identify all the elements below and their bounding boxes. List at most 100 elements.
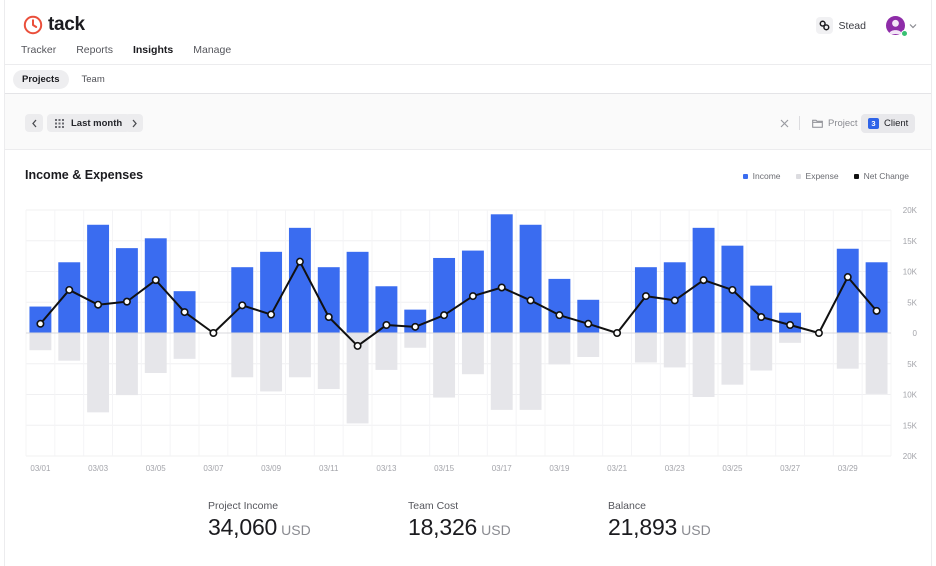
net-change-point [122,297,131,306]
income-bar [577,299,600,333]
main-nav: Tracker Reports Insights Manage [21,44,251,56]
date-range-picker[interactable]: Last month [47,114,131,132]
expense-bar [29,333,52,351]
net-change-point [36,319,45,328]
income-bar [750,285,773,333]
y-tick-label: 5K [907,298,917,307]
expense-bar [721,333,744,385]
app-logo[interactable]: tack [23,14,85,36]
expense-bar [375,333,398,370]
close-icon [780,119,788,127]
expense-bar [461,333,484,375]
net-change-point [440,311,449,320]
net-change-point [209,329,218,338]
link-icon [815,17,833,34]
expense-bar [663,333,686,368]
income-bar [87,224,110,333]
income-bar [490,214,513,333]
net-change-point [151,276,160,285]
group-by-client-button[interactable]: 3 Client [861,114,916,133]
income-bar [865,262,888,333]
x-tick-label: 03/17 [492,464,513,473]
next-period-button[interactable] [125,114,143,132]
date-range-label: Last month [71,117,123,129]
filter-divider [799,116,800,130]
expense-bar [433,333,456,398]
expense-bar [490,333,513,410]
total-project-income: Project Income 34,060 USD [208,500,311,541]
chevron-down-icon [909,23,917,28]
expense-bar [634,333,657,363]
x-tick-label: 03/05 [146,464,167,473]
x-tick-label: 03/11 [319,464,339,473]
y-tick-label: 20K [903,206,918,215]
net-change-point [613,329,622,338]
total-value: 21,893 [608,514,678,540]
expense-bar [750,333,773,371]
income-bar [288,227,311,333]
online-status-dot [901,30,908,37]
legend-expense-label: Expense [805,171,839,181]
client-count-badge: 3 [868,118,879,129]
income-bar [260,251,283,333]
legend-income[interactable]: Income [742,171,781,181]
total-value: 34,060 [208,514,278,540]
net-change-point [843,273,852,282]
expense-bar [144,333,167,373]
net-change-point [728,285,737,294]
expense-bar [173,333,196,359]
x-tick-label: 03/29 [838,464,859,473]
expense-bar [231,333,254,378]
net-change-point [641,292,650,301]
account-menu[interactable] [886,16,917,37]
net-change-point [65,285,74,294]
expense-bar [865,333,888,394]
expense-bar [836,333,859,369]
x-tick-label: 03/15 [434,464,455,473]
total-label: Balance [608,500,646,512]
net-change-point [324,313,333,322]
net-change-point [180,308,189,317]
y-tick-label: 15K [903,421,918,430]
legend-net-change[interactable]: Net Change [853,171,909,181]
nav-reports[interactable]: Reports [76,44,113,56]
expense-bar [115,333,138,396]
legend-expense[interactable]: Expense [795,171,839,181]
chevron-left-icon [31,119,36,127]
subtab-team[interactable]: Team [81,74,105,85]
nav-tracker[interactable]: Tracker [21,44,57,56]
net-change-point [872,306,881,315]
total-label: Team Cost [408,500,459,512]
y-tick-label: 5K [907,360,917,369]
net-change-point [670,296,679,305]
clock-logo-icon [23,15,43,35]
legend-net-label: Net Change [863,171,909,181]
x-tick-label: 03/13 [376,464,397,473]
total-team-cost: Team Cost 18,326 USD [408,500,511,541]
nav-insights[interactable]: Insights [132,44,174,56]
net-change-point [94,300,103,309]
filter-bar: Last month Project 3 Client [5,94,931,150]
clear-filters-button[interactable] [777,116,791,130]
total-label: Project Income [208,500,279,512]
user-area: Stead [810,14,917,37]
x-tick-label: 03/09 [261,464,282,473]
income-bar [519,224,542,333]
workspace-switcher[interactable]: Stead [810,14,872,37]
expense-bar [692,333,715,397]
legend-income-label: Income [752,171,781,181]
nav-manage[interactable]: Manage [193,44,232,56]
income-bar [144,238,167,333]
legend-income-swatch [742,173,748,179]
group-project-label: Project [828,118,858,129]
expense-bar [779,333,802,343]
group-by-project-button[interactable]: Project [805,114,865,133]
expense-bar [346,333,369,424]
y-tick-label: 20K [903,452,918,461]
net-change-line [39,260,878,347]
previous-period-button[interactable] [25,114,43,132]
net-change-point [238,301,247,310]
income-bar [548,278,571,333]
subtab-projects[interactable]: Projects [13,70,69,89]
chart-legend: Income Expense Net Change [742,171,909,181]
